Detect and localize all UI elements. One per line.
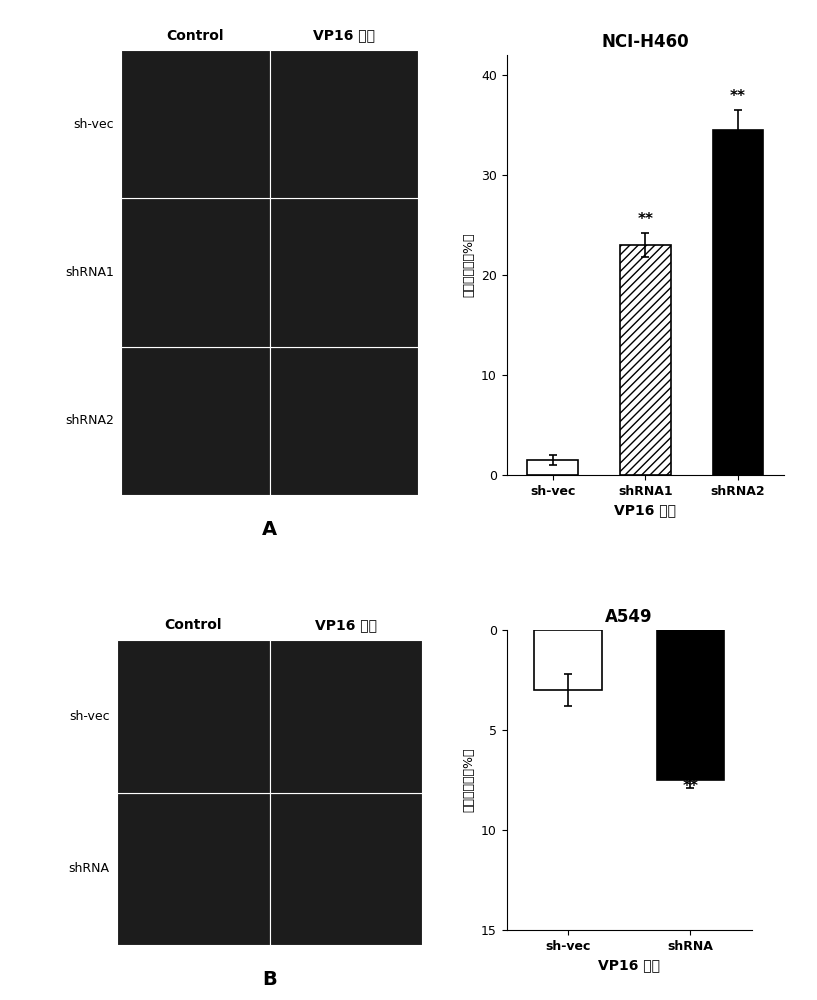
Bar [121, 347, 270, 495]
Bar [121, 198, 270, 347]
X-axis label: VP16 处理: VP16 处理 [598, 958, 660, 972]
Text: VP16 处理: VP16 处理 [315, 618, 377, 632]
Bar [117, 640, 270, 792]
Bar [657, 630, 724, 780]
Title: A549: A549 [605, 608, 653, 626]
Bar [270, 198, 418, 347]
Title: NCI-H460: NCI-H460 [601, 33, 690, 51]
Text: **: ** [730, 89, 746, 104]
Bar [270, 640, 422, 792]
Text: sh-vec: sh-vec [74, 118, 114, 131]
Bar [117, 792, 270, 945]
Y-axis label: 细胞凋亡率（%）: 细胞凋亡率（%） [462, 233, 475, 297]
Text: shRNA1: shRNA1 [65, 266, 114, 279]
Bar [620, 245, 671, 475]
Text: Control: Control [167, 29, 224, 43]
Text: shRNA: shRNA [69, 862, 109, 875]
Bar [270, 792, 422, 945]
Text: **: ** [682, 779, 699, 794]
X-axis label: VP16 处理: VP16 处理 [614, 503, 676, 517]
Text: shRNA2: shRNA2 [65, 414, 114, 427]
Bar [712, 130, 763, 475]
Bar [534, 630, 601, 690]
Bar [270, 347, 418, 495]
Text: sh-vec: sh-vec [69, 710, 109, 723]
Text: VP16 处理: VP16 处理 [313, 29, 375, 43]
Bar [528, 460, 578, 475]
Text: A: A [262, 520, 277, 539]
Text: **: ** [637, 212, 654, 227]
Y-axis label: 细胞凋亡率（%）: 细胞凋亡率（%） [462, 748, 475, 812]
Bar [121, 50, 270, 198]
Text: B: B [262, 970, 277, 989]
Text: Control: Control [164, 618, 222, 632]
Bar [270, 50, 418, 198]
